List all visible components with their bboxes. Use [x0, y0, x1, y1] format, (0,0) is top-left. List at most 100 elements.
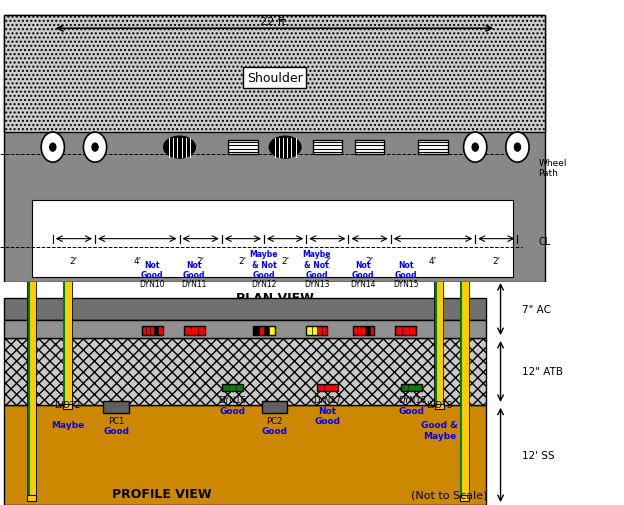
- FancyBboxPatch shape: [409, 326, 416, 335]
- FancyBboxPatch shape: [324, 384, 331, 392]
- FancyBboxPatch shape: [229, 384, 236, 392]
- Circle shape: [514, 144, 520, 152]
- FancyBboxPatch shape: [4, 338, 485, 405]
- Text: 2': 2': [323, 257, 331, 266]
- FancyBboxPatch shape: [355, 141, 384, 155]
- FancyBboxPatch shape: [142, 326, 146, 335]
- FancyBboxPatch shape: [4, 298, 485, 321]
- Text: DYN10: DYN10: [139, 279, 165, 288]
- FancyBboxPatch shape: [64, 404, 72, 410]
- Text: (Not to Scale): (Not to Scale): [411, 490, 487, 500]
- Text: DYN14: DYN14: [351, 279, 376, 288]
- FancyBboxPatch shape: [270, 326, 275, 335]
- FancyBboxPatch shape: [461, 495, 469, 500]
- Text: DYN11: DYN11: [182, 279, 207, 288]
- Text: 2': 2': [239, 257, 247, 266]
- Text: PLAN VIEW: PLAN VIEW: [236, 291, 313, 304]
- Ellipse shape: [163, 137, 195, 159]
- FancyBboxPatch shape: [416, 384, 422, 392]
- Text: DYN12: DYN12: [251, 279, 276, 288]
- Circle shape: [84, 133, 107, 163]
- FancyBboxPatch shape: [366, 326, 369, 335]
- FancyBboxPatch shape: [158, 326, 163, 335]
- Text: Not
Good: Not Good: [141, 260, 163, 279]
- Text: 7" AC: 7" AC: [522, 305, 550, 315]
- FancyBboxPatch shape: [253, 326, 259, 335]
- FancyBboxPatch shape: [183, 326, 191, 335]
- FancyBboxPatch shape: [191, 326, 198, 335]
- FancyBboxPatch shape: [236, 384, 243, 392]
- Text: LVDT3: LVDT3: [426, 400, 452, 410]
- Circle shape: [41, 133, 64, 163]
- Text: 12" ATB: 12" ATB: [522, 367, 563, 377]
- FancyBboxPatch shape: [306, 326, 311, 335]
- Text: 4': 4': [133, 257, 142, 266]
- Text: 2': 2': [70, 257, 78, 266]
- Ellipse shape: [270, 137, 301, 159]
- FancyBboxPatch shape: [317, 326, 322, 335]
- FancyBboxPatch shape: [4, 16, 545, 283]
- FancyBboxPatch shape: [228, 141, 258, 155]
- Text: Good: Good: [103, 426, 129, 435]
- Text: Not
Good: Not Good: [183, 260, 205, 279]
- FancyBboxPatch shape: [361, 326, 366, 335]
- Text: DYN16: DYN16: [218, 395, 246, 404]
- FancyBboxPatch shape: [154, 326, 158, 335]
- FancyBboxPatch shape: [418, 141, 448, 155]
- Text: CL: CL: [539, 237, 551, 247]
- Text: Maybe
& Not
Good: Maybe & Not Good: [303, 250, 331, 279]
- FancyBboxPatch shape: [4, 321, 485, 338]
- FancyBboxPatch shape: [408, 384, 416, 392]
- Text: 22 ft.: 22 ft.: [260, 17, 290, 27]
- FancyBboxPatch shape: [357, 326, 361, 335]
- Circle shape: [506, 133, 529, 163]
- FancyBboxPatch shape: [150, 326, 154, 335]
- Circle shape: [50, 144, 56, 152]
- Text: Not
Good: Not Good: [394, 260, 417, 279]
- Text: DYN17: DYN17: [313, 395, 341, 404]
- Text: DYN15: DYN15: [392, 279, 418, 288]
- Text: Good: Good: [261, 426, 288, 435]
- Circle shape: [464, 133, 487, 163]
- FancyBboxPatch shape: [264, 326, 270, 335]
- FancyBboxPatch shape: [353, 326, 357, 335]
- Circle shape: [92, 144, 98, 152]
- Circle shape: [472, 144, 479, 152]
- Text: DYN13: DYN13: [304, 279, 329, 288]
- Text: 2': 2': [281, 257, 289, 266]
- Text: 4': 4': [429, 257, 437, 266]
- FancyBboxPatch shape: [4, 16, 545, 133]
- Text: Maybe: Maybe: [51, 421, 84, 430]
- Text: 12' SS: 12' SS: [522, 450, 554, 460]
- FancyBboxPatch shape: [435, 404, 444, 410]
- FancyBboxPatch shape: [369, 326, 374, 335]
- Text: DYN18: DYN18: [398, 395, 426, 404]
- FancyBboxPatch shape: [262, 401, 287, 413]
- Text: PC1: PC1: [108, 416, 124, 425]
- Text: Shoulder: Shoulder: [246, 72, 303, 85]
- FancyBboxPatch shape: [104, 401, 129, 413]
- Text: PROFILE VIEW: PROFILE VIEW: [112, 487, 212, 500]
- FancyBboxPatch shape: [27, 495, 36, 500]
- Text: Wheel
Path: Wheel Path: [539, 159, 567, 178]
- FancyBboxPatch shape: [401, 384, 408, 392]
- FancyBboxPatch shape: [259, 326, 264, 335]
- FancyBboxPatch shape: [402, 326, 409, 335]
- Text: Not
Good: Not Good: [352, 260, 374, 279]
- FancyBboxPatch shape: [313, 141, 342, 155]
- Text: PC2: PC2: [266, 416, 283, 425]
- Text: Good &
Maybe: Good & Maybe: [421, 421, 458, 440]
- Text: 2': 2': [492, 257, 500, 266]
- FancyBboxPatch shape: [146, 326, 150, 335]
- FancyBboxPatch shape: [198, 326, 205, 335]
- Text: LVDT2: LVDT2: [54, 400, 80, 410]
- FancyBboxPatch shape: [311, 326, 317, 335]
- Text: Good: Good: [399, 406, 425, 415]
- FancyBboxPatch shape: [322, 326, 328, 335]
- FancyBboxPatch shape: [222, 384, 229, 392]
- FancyBboxPatch shape: [4, 405, 485, 505]
- Text: 2': 2': [366, 257, 374, 266]
- Text: Good: Good: [219, 406, 245, 415]
- FancyBboxPatch shape: [395, 326, 402, 335]
- Text: Maybe
& Not
Good: Maybe & Not Good: [250, 250, 278, 279]
